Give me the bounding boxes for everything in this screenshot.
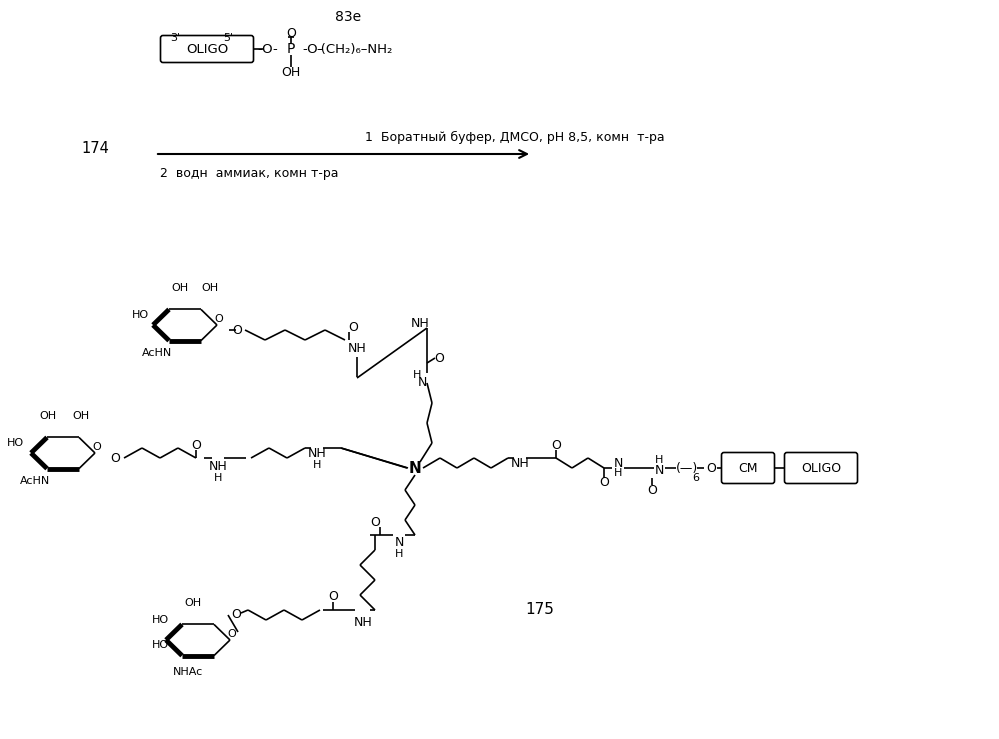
Text: O: O [328, 590, 338, 604]
FancyBboxPatch shape [721, 452, 774, 483]
Text: NH: NH [354, 616, 373, 630]
Text: NH: NH [209, 460, 228, 472]
Text: 175: 175 [525, 602, 554, 618]
Text: O: O [348, 321, 358, 333]
Text: O: O [370, 516, 380, 528]
Text: O: O [93, 442, 101, 452]
Text: P: P [287, 42, 295, 56]
Text: N: N [409, 460, 422, 475]
Text: 1  Боратный буфер, ДМСО, pH 8,5, комн  т-ра: 1 Боратный буфер, ДМСО, pH 8,5, комн т-р… [365, 131, 664, 143]
Text: OH: OH [172, 283, 189, 293]
Text: 174: 174 [81, 140, 109, 155]
Text: O: O [706, 461, 716, 474]
Text: O: O [551, 438, 560, 452]
Text: O: O [110, 452, 120, 465]
Text: -O-: -O- [258, 43, 279, 55]
FancyBboxPatch shape [784, 452, 857, 483]
Text: HO: HO [132, 310, 149, 320]
Text: O: O [647, 483, 657, 497]
Text: NHAc: NHAc [173, 667, 203, 677]
Text: O: O [232, 324, 242, 336]
Text: AcHN: AcHN [20, 476, 50, 486]
Text: 5': 5' [223, 33, 233, 43]
Text: OH: OH [282, 66, 301, 78]
FancyBboxPatch shape [161, 35, 254, 63]
Text: (—): (—) [676, 461, 698, 474]
Text: H: H [613, 468, 622, 478]
Text: СМ: СМ [738, 461, 758, 474]
Text: N: N [654, 463, 663, 477]
Text: HO: HO [152, 615, 169, 625]
Text: OH: OH [202, 283, 219, 293]
Text: OH: OH [39, 411, 57, 421]
Text: N: N [613, 457, 622, 469]
Text: AcHN: AcHN [142, 348, 172, 358]
Text: 83e: 83e [335, 10, 361, 24]
Text: O: O [434, 352, 444, 364]
Text: H: H [214, 473, 222, 483]
Text: N: N [395, 537, 404, 550]
Text: O: O [231, 608, 241, 621]
Text: NH: NH [308, 446, 327, 460]
Text: 3': 3' [170, 33, 180, 43]
Text: O: O [228, 629, 237, 639]
Text: OLIGO: OLIGO [801, 461, 841, 474]
Text: O: O [215, 314, 224, 324]
Text: H: H [413, 370, 422, 380]
Text: OH: OH [185, 598, 202, 608]
Text: HO: HO [152, 640, 169, 650]
Text: OH: OH [73, 411, 90, 421]
Text: OLIGO: OLIGO [186, 43, 228, 55]
Text: 6: 6 [692, 473, 699, 483]
Text: -(CH₂)₆–NH₂: -(CH₂)₆–NH₂ [317, 43, 394, 55]
Text: NH: NH [411, 316, 430, 330]
Text: N: N [418, 375, 427, 389]
Text: 2  водн  аммиак, комн т-ра: 2 водн аммиак, комн т-ра [160, 166, 339, 180]
Text: O: O [191, 438, 201, 452]
Text: HO: HO [6, 438, 24, 448]
Text: O: O [286, 27, 296, 39]
Text: NH: NH [510, 457, 529, 469]
Text: H: H [395, 549, 404, 559]
Text: H: H [313, 460, 322, 470]
Text: H: H [654, 455, 663, 465]
Text: O: O [599, 477, 609, 489]
Text: -O-: -O- [303, 43, 324, 55]
Text: NH: NH [348, 341, 367, 355]
